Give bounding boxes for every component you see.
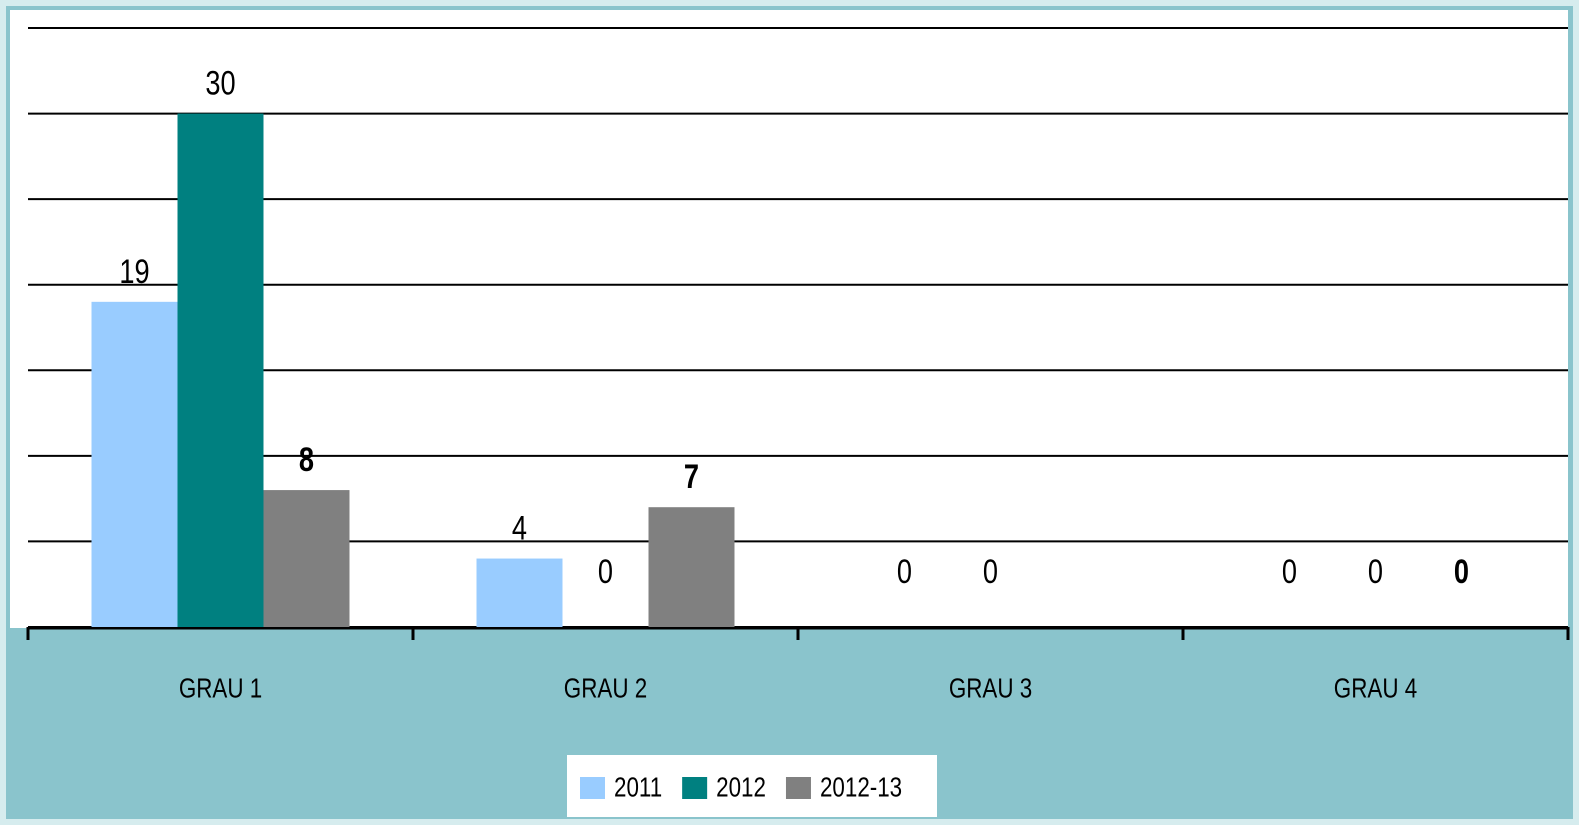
- bar: [476, 558, 563, 627]
- data-label: 0: [897, 552, 912, 591]
- x-tick-label: GRAU 3: [949, 673, 1032, 704]
- x-tick-label: GRAU 2: [564, 673, 647, 704]
- bar: [648, 507, 735, 627]
- data-label: 0: [1368, 552, 1383, 591]
- bar: [263, 490, 350, 627]
- legend-swatch: [580, 777, 605, 799]
- data-label: 19: [119, 252, 149, 291]
- legend-swatch: [785, 777, 811, 799]
- legend-box: [567, 755, 937, 817]
- bar: [177, 113, 264, 628]
- legend-label: 2011: [614, 772, 662, 803]
- data-label: 0: [598, 552, 613, 591]
- legend-label: 2012-13: [820, 772, 902, 803]
- data-label: 8: [299, 440, 314, 479]
- data-label: 30: [205, 64, 235, 103]
- data-label: 0: [1454, 552, 1469, 591]
- legend-swatch: [682, 777, 708, 799]
- bar: [91, 301, 178, 627]
- data-label: 0: [1282, 552, 1297, 591]
- x-tick-label: GRAU 4: [1334, 673, 1417, 704]
- data-label: 7: [684, 457, 699, 496]
- data-label: 4: [512, 509, 527, 548]
- legend-label: 2012: [716, 772, 766, 803]
- data-label: 0: [983, 552, 998, 591]
- x-tick-label: GRAU 1: [179, 673, 262, 704]
